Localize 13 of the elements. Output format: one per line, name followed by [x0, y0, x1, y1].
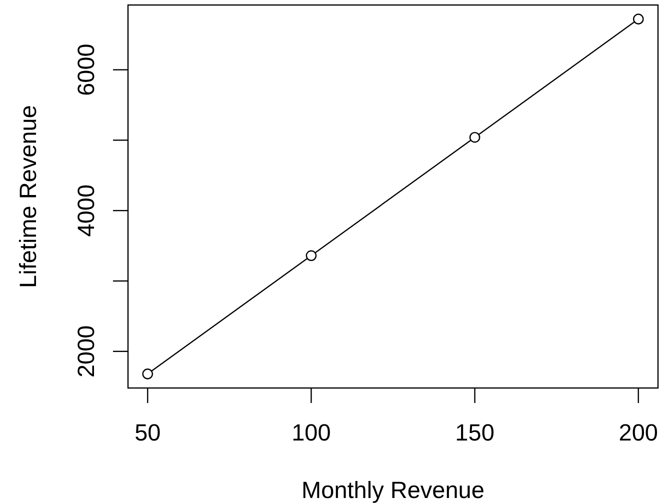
y-axis-title: Lifetime Revenue [15, 105, 41, 288]
x-tick-label: 150 [455, 420, 494, 446]
x-axis-title: Monthly Revenue [302, 477, 484, 503]
x-tick-label: 100 [292, 420, 331, 446]
x-tick-label: 200 [618, 420, 658, 446]
x-tick-label: 50 [134, 420, 161, 446]
point [632, 14, 644, 24]
point [306, 250, 317, 262]
y-tick-label: 2000 [73, 325, 99, 378]
y-tick-label: 6000 [73, 44, 99, 96]
point [469, 132, 480, 143]
point [142, 368, 154, 380]
y-tick-label: 4000 [73, 184, 99, 237]
